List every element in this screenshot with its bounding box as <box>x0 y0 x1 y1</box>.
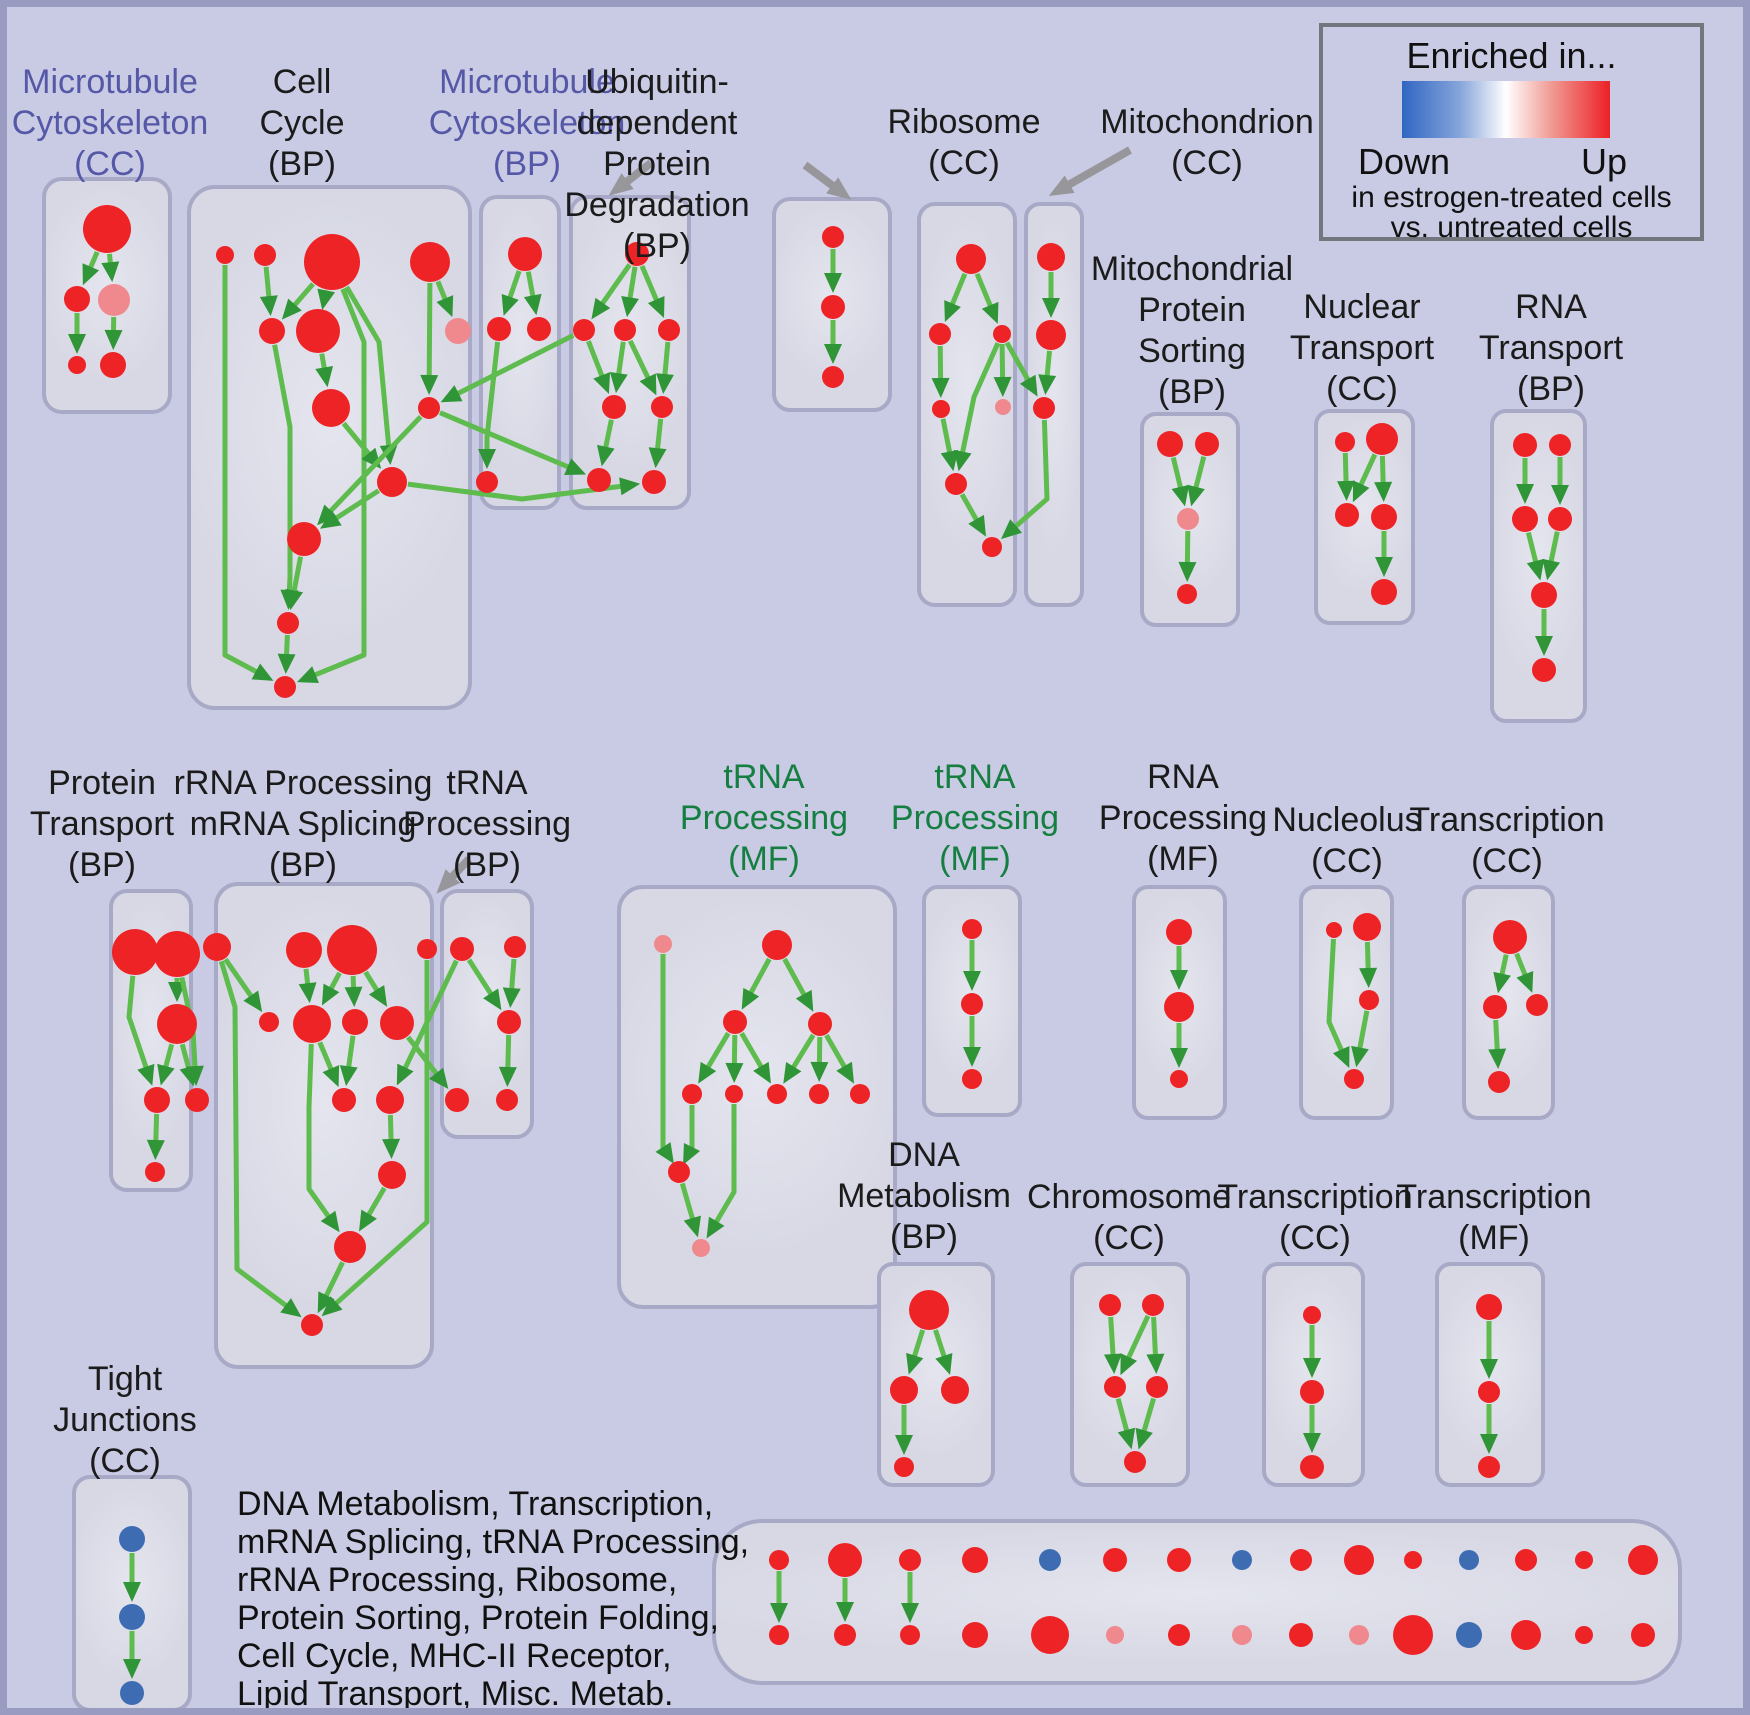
trna-processing-mf-label: tRNA Processing (MF) <box>679 758 849 878</box>
chromosome-cc-label: Chromosome (CC) <box>1026 1178 1232 1257</box>
group-labels-layer: Microtubule Cytoskeleton (CC) Cell Cycle … <box>7 7 1743 1708</box>
cell-cycle-bp-label: Cell Cycle (BP) <box>259 63 345 183</box>
nuclear-transport-cc-box <box>1314 409 1415 625</box>
legend: Enriched in... Down Up in estrogen-treat… <box>1319 23 1704 244</box>
protein-transport-bp-label: Protein Transport (BP) <box>29 764 175 884</box>
legend-subtitle-line2: vs. untreated cells <box>1390 211 1633 244</box>
legend-up-label: Up <box>1580 141 1628 182</box>
rrna-processing-mrna-splicing-bp-label: rRNA Processing mRNA Splicing (BP) <box>173 764 433 884</box>
dna-metabolism-bp-label: DNA Metabolism (BP) <box>837 1136 1011 1256</box>
misc-grid-box <box>712 1519 1682 1685</box>
trna-processing-mf-2-label: tRNA Processing (MF) <box>890 758 1060 878</box>
legend-title: Enriched in... <box>1406 35 1617 76</box>
ribosome-cc-label: Ribosome (CC) <box>887 103 1041 182</box>
mitochondrion-cc-label: Mitochondrion (CC) <box>1100 103 1314 182</box>
rna-transport-bp-label: RNA Transport (BP) <box>1478 288 1624 408</box>
legend-gradient-bar <box>1402 81 1610 138</box>
nucleolus-cc-label: Nucleolus (CC) <box>1272 801 1422 880</box>
legend-down-label: Down <box>1357 141 1451 182</box>
rna-processing-mf-label: RNA Processing (MF) <box>1098 758 1268 878</box>
legend-subtitle-line1: in estrogen-treated cells <box>1351 181 1672 214</box>
mitochondrial-protein-sorting-bp-label: Mitochondrial Protein Sorting (BP) <box>1090 250 1294 411</box>
tight-junctions-cc-label: Tight Junctions (CC) <box>53 1360 197 1480</box>
transcription-cc-2-label: Transcription (CC) <box>1217 1178 1413 1257</box>
ubiquitin-degradation-bp-label: Ubiquitin- dependent Protein Degradation… <box>564 63 750 265</box>
trna-processing-bp-label: tRNA Processing (BP) <box>402 764 572 884</box>
misc-categories-note: DNA Metabolism, Transcription, mRNA Spli… <box>237 1485 750 1713</box>
microtubule-cytoskeleton-cc-label: Microtubule Cytoskeleton (CC) <box>11 63 209 183</box>
nuclear-transport-cc-label: Nuclear Transport (CC) <box>1289 288 1435 408</box>
transcription-mf-label: Transcription (MF) <box>1396 1178 1592 1257</box>
transcription-cc-label: Transcription (CC) <box>1409 801 1605 880</box>
microtubule-cytoskeleton-bp-label: Microtubule Cytoskeleton (BP) <box>428 63 626 183</box>
